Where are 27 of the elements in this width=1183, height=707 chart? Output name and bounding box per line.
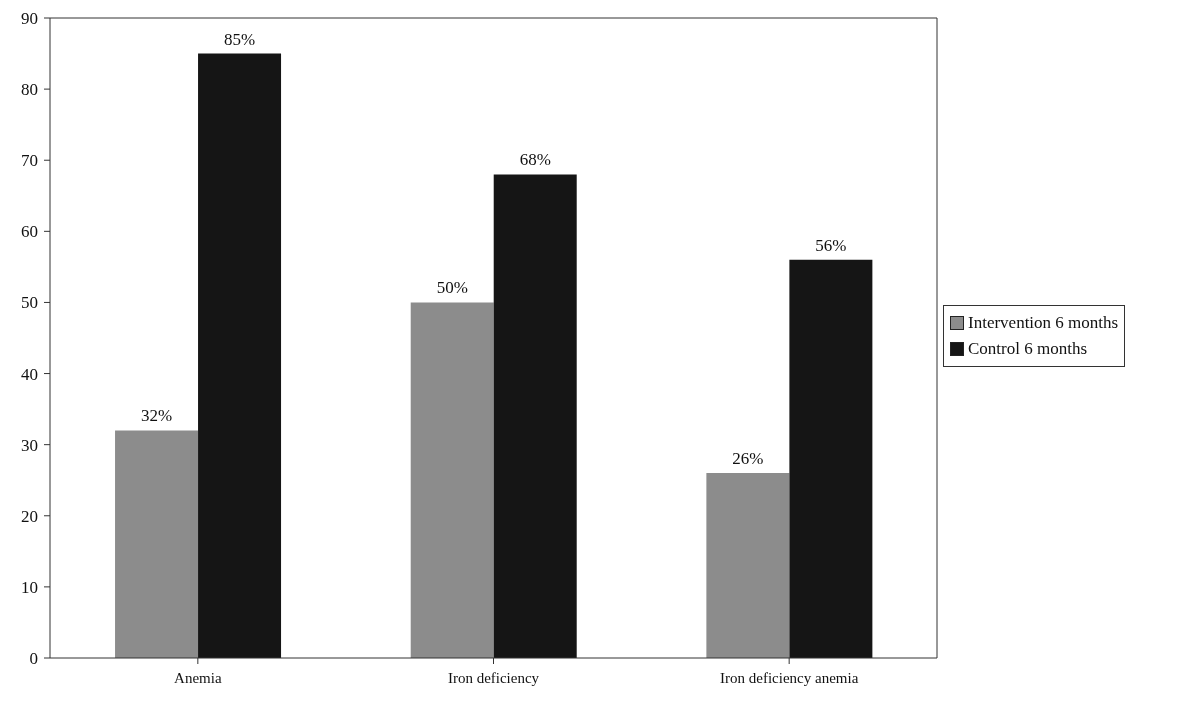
y-tick-label: 40 (21, 364, 38, 384)
data-label: 50% (436, 278, 468, 298)
data-label: 56% (815, 235, 847, 255)
bar (115, 430, 199, 658)
bar (198, 53, 282, 658)
y-tick-label: 90 (21, 9, 38, 29)
y-tick-label: 30 (21, 435, 38, 455)
data-label: 85% (223, 29, 256, 49)
bar (706, 473, 790, 658)
data-label: 26% (732, 449, 764, 469)
bar (493, 174, 577, 658)
y-tick-label: 50 (21, 293, 38, 313)
bar (410, 302, 494, 658)
y-tick-label: 10 (21, 577, 38, 597)
x-tick-label: Iron deficiency anemia (720, 669, 859, 686)
bar (789, 259, 873, 658)
y-tick-label: 0 (29, 649, 38, 669)
x-tick-label: Anemia (174, 669, 222, 686)
data-label: 32% (140, 406, 173, 426)
legend-label: Intervention 6 months (968, 312, 1119, 334)
legend-label: Control 6 months (968, 338, 1088, 360)
data-label: 68% (519, 150, 551, 170)
y-tick-label: 60 (21, 222, 38, 242)
y-tick-label: 80 (21, 80, 38, 100)
y-tick-label: 20 (21, 506, 38, 526)
y-tick-label: 70 (21, 151, 38, 171)
x-tick-label: Iron deficiency (447, 669, 540, 686)
